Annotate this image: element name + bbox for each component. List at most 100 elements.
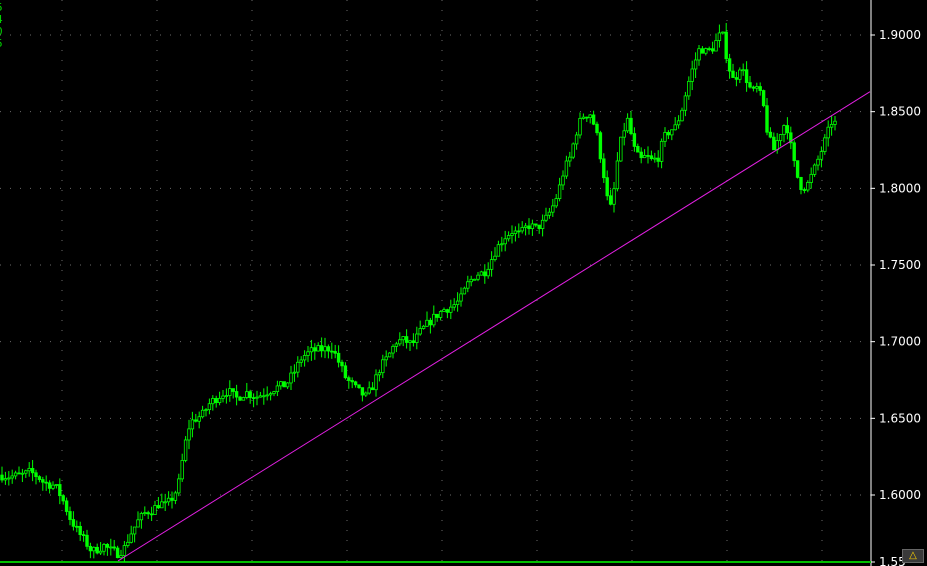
candle bbox=[13, 470, 18, 480]
candle bbox=[214, 395, 218, 408]
candle bbox=[115, 545, 120, 559]
corner-digit: 4 bbox=[0, 14, 3, 26]
candle bbox=[255, 390, 259, 406]
candle bbox=[483, 264, 487, 284]
candle bbox=[425, 311, 429, 327]
candle bbox=[687, 76, 691, 100]
candle bbox=[275, 380, 280, 397]
candle bbox=[326, 344, 331, 359]
warning-triangle-icon[interactable]: △ bbox=[902, 549, 924, 563]
grid bbox=[0, 0, 871, 562]
candle bbox=[24, 469, 28, 478]
candle bbox=[279, 380, 283, 390]
candle bbox=[245, 382, 249, 400]
candle bbox=[632, 127, 637, 152]
candle bbox=[670, 129, 674, 141]
candle bbox=[530, 219, 535, 236]
corner-digit: 5 bbox=[0, 2, 3, 14]
candle bbox=[581, 113, 586, 120]
candle bbox=[744, 61, 749, 92]
candle bbox=[792, 140, 796, 167]
candle bbox=[452, 298, 456, 311]
y-tick-label: 1.8000 bbox=[879, 181, 921, 195]
trendline[interactable] bbox=[117, 91, 871, 562]
candle bbox=[435, 313, 439, 322]
candle bbox=[211, 395, 215, 411]
candle bbox=[292, 364, 297, 382]
candle bbox=[336, 345, 341, 368]
candle bbox=[598, 130, 603, 163]
candle bbox=[34, 469, 38, 485]
candle bbox=[30, 460, 35, 482]
candle bbox=[408, 339, 412, 351]
candle bbox=[666, 130, 671, 139]
candle bbox=[653, 152, 657, 163]
candle bbox=[289, 365, 293, 390]
candle bbox=[479, 270, 484, 276]
candle bbox=[340, 359, 344, 373]
candle bbox=[160, 493, 164, 509]
candle bbox=[170, 491, 174, 509]
candle bbox=[122, 541, 127, 562]
candle bbox=[112, 539, 116, 551]
candle bbox=[466, 275, 470, 293]
candle bbox=[561, 170, 565, 191]
candle bbox=[265, 386, 269, 401]
candle bbox=[163, 493, 167, 511]
candle bbox=[0, 466, 4, 483]
candle bbox=[605, 170, 609, 201]
candle bbox=[309, 339, 314, 361]
candle bbox=[734, 71, 739, 87]
candle bbox=[642, 149, 647, 159]
candle bbox=[738, 67, 742, 84]
candle bbox=[394, 341, 399, 353]
candle bbox=[421, 324, 426, 330]
y-tick-label: 1.9000 bbox=[879, 28, 921, 42]
candle bbox=[765, 97, 769, 136]
candle bbox=[313, 343, 317, 360]
candle bbox=[136, 511, 140, 528]
candle bbox=[282, 381, 286, 388]
candle bbox=[41, 476, 45, 491]
candle bbox=[217, 391, 222, 406]
candle bbox=[704, 47, 708, 56]
candle bbox=[319, 337, 324, 358]
y-tick-label: 1.8500 bbox=[879, 105, 921, 119]
candle bbox=[139, 511, 144, 529]
candle bbox=[714, 33, 718, 52]
y-axis-ticks: 1.9000 1.8500 1.8000 1.7500 1.7000 1.6500 1.60… bbox=[871, 28, 921, 566]
candle bbox=[449, 299, 453, 320]
y-tick-label: 1.55 bbox=[879, 555, 906, 566]
candle bbox=[489, 251, 494, 277]
candle bbox=[126, 534, 130, 548]
candle bbox=[258, 391, 263, 398]
candle bbox=[700, 46, 705, 54]
candle bbox=[578, 112, 582, 139]
candle bbox=[10, 469, 14, 484]
candle bbox=[398, 332, 402, 347]
candle bbox=[761, 89, 766, 108]
candle bbox=[129, 525, 133, 544]
candle bbox=[71, 511, 76, 531]
candle bbox=[105, 543, 110, 556]
candle bbox=[615, 152, 620, 192]
candle bbox=[554, 194, 558, 209]
candle bbox=[442, 307, 446, 313]
candle bbox=[523, 222, 528, 236]
candle bbox=[469, 275, 473, 287]
candle bbox=[710, 41, 715, 54]
candle bbox=[455, 292, 460, 312]
candle bbox=[540, 214, 545, 237]
candle bbox=[248, 389, 252, 404]
candle bbox=[102, 543, 106, 556]
candle bbox=[132, 526, 137, 543]
candle bbox=[676, 115, 681, 129]
candles bbox=[0, 23, 837, 562]
candle bbox=[727, 53, 732, 79]
candle bbox=[557, 177, 562, 202]
candle bbox=[204, 408, 208, 417]
candle bbox=[571, 142, 575, 160]
candle bbox=[486, 262, 490, 279]
corner-digit: 5 bbox=[0, 38, 3, 50]
candle bbox=[20, 468, 25, 483]
